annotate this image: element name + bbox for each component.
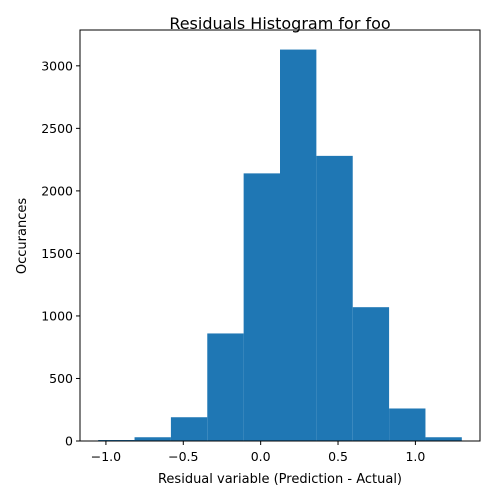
x-tick-label-3: 0.5 [328, 449, 348, 464]
y-axis-label: Occurances [15, 198, 30, 274]
y-tick-label-0: 0 [65, 434, 73, 449]
y-tick-label-6: 3000 [41, 58, 73, 73]
x-axis-ticks: −1.0 −0.5 0.0 0.5 1.0 [91, 441, 425, 464]
histogram-bar-6 [316, 155, 353, 441]
histogram-bar-1 [134, 437, 171, 441]
histogram-bar-8 [389, 408, 426, 441]
x-tick-label-1: −0.5 [168, 449, 198, 464]
y-tick-label-3: 1500 [41, 246, 73, 261]
histogram-bar-2 [170, 417, 208, 441]
x-tick-label-0: −1.0 [91, 449, 121, 464]
y-tick-label-5: 2500 [41, 121, 73, 136]
histogram-bar-4 [243, 173, 280, 441]
y-tick-label-2: 1000 [41, 308, 73, 323]
histogram-bar-0 [98, 439, 135, 441]
histogram-bar-3 [207, 333, 244, 441]
chart-title: Residuals Histogram for foo [169, 14, 390, 33]
y-axis-ticks: 0 500 1000 1500 2000 2500 3000 [41, 58, 80, 449]
plot-frame [79, 29, 481, 442]
x-tick-label-4: 1.0 [405, 449, 425, 464]
x-tick-label-2: 0.0 [251, 449, 271, 464]
y-tick-label-4: 2000 [41, 183, 73, 198]
y-tick-label-1: 500 [49, 371, 73, 386]
histogram-bar-7 [352, 307, 390, 441]
histogram-bar-9 [425, 437, 462, 441]
histogram-bars [98, 49, 462, 441]
x-axis-label: Residual variable (Prediction - Actual) [158, 472, 402, 487]
histogram-bar-5 [280, 49, 317, 441]
